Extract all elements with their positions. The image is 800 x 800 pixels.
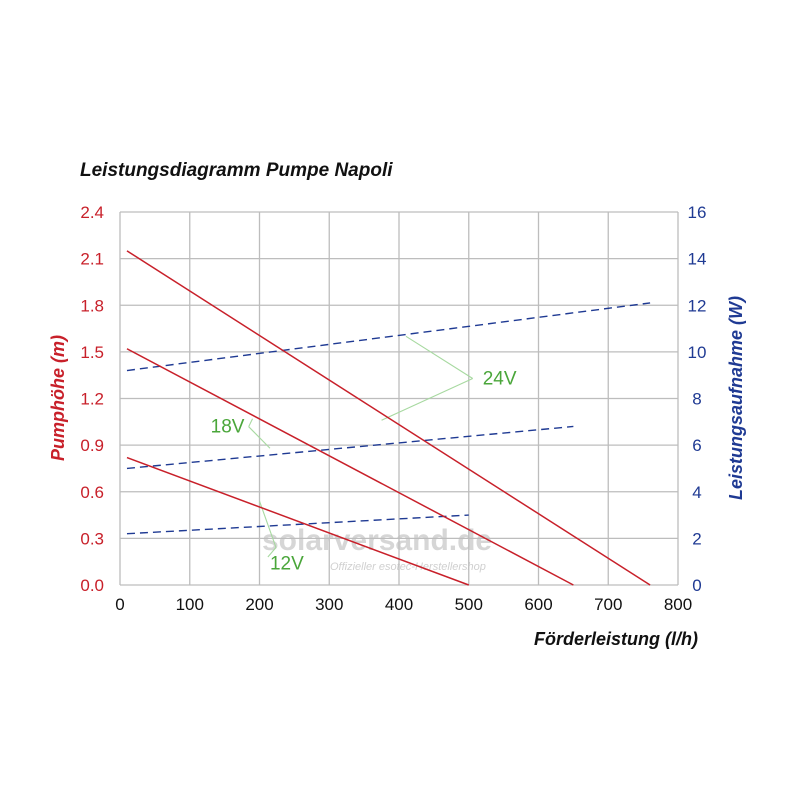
annotation-labels: 24V 18V 12V	[211, 369, 517, 575]
head-series-group	[126, 250, 651, 586]
y-left-tick-label: 0.0	[80, 576, 104, 595]
y-left-tick-label: 1.2	[80, 390, 104, 409]
x-tick-label: 300	[315, 595, 343, 614]
power-line-12v	[126, 514, 469, 535]
annotation-leader-18v	[248, 426, 271, 449]
x-tick-label: 500	[455, 595, 483, 614]
annotation-label-18v: 18V	[211, 417, 245, 438]
y-left-tick-label: 1.8	[80, 296, 104, 315]
x-tick-label: 200	[245, 595, 273, 614]
annotation-label-24v: 24V	[483, 369, 517, 390]
y-right-tick-label: 10	[688, 343, 707, 362]
y-right-tick-label: 0	[692, 576, 701, 595]
x-tick-label: 700	[594, 595, 622, 614]
grid	[119, 211, 679, 586]
watermark-brand: solarversand.de	[262, 524, 492, 557]
x-axis-ticks: 0 100 200 300 400 500 600 700 800	[115, 595, 692, 614]
y-right-tick-label: 4	[692, 483, 701, 502]
power-line-18v	[126, 425, 574, 470]
annotation-leader-12v	[258, 500, 277, 548]
annotation-leader-12v	[267, 547, 277, 558]
y-left-tick-label: 0.9	[80, 436, 104, 455]
y-left-axis-label: Pumphöhe (m)	[48, 335, 68, 461]
y-right-tick-label: 8	[692, 390, 701, 409]
y-left-tick-label: 2.1	[80, 250, 104, 269]
chart-title: Leistungsdiagramm Pumpe Napoli	[80, 160, 393, 181]
x-tick-label: 100	[176, 595, 204, 614]
watermark-tagline: Offizieller esotec-Herstellershop	[330, 561, 486, 573]
annotation-leader-24v	[405, 335, 473, 379]
annotation-label-12v: 12V	[270, 553, 304, 574]
power-series-group	[126, 302, 651, 535]
x-axis-label: Förderleistung (l/h)	[534, 629, 698, 649]
y-left-tick-label: 0.3	[80, 529, 104, 548]
y-right-tick-label: 14	[688, 250, 707, 269]
y-right-tick-label: 16	[688, 203, 707, 222]
head-line-24v	[126, 250, 651, 586]
x-tick-label: 600	[524, 595, 552, 614]
head-line-18v	[126, 348, 574, 586]
y-right-axis-label: Leistungsaufnahme (W)	[726, 296, 746, 500]
y-right-axis-ticks: 0 2 4 6 8 10 12 14 16	[688, 203, 707, 595]
x-tick-label: 0	[115, 595, 124, 614]
y-left-tick-label: 1.5	[80, 343, 104, 362]
y-right-tick-label: 2	[692, 529, 701, 548]
x-tick-label: 400	[385, 595, 413, 614]
annotation-leader-18v	[248, 418, 254, 427]
power-line-24v	[126, 302, 651, 372]
y-left-tick-label: 0.6	[80, 483, 104, 502]
head-line-12v	[126, 456, 470, 586]
annotation-leaders	[248, 335, 473, 558]
y-right-tick-label: 6	[692, 436, 701, 455]
y-left-axis-ticks: 0.0 0.3 0.6 0.9 1.2 1.5 1.8 2.1 2.4	[80, 203, 104, 595]
x-tick-label: 800	[664, 595, 692, 614]
y-left-tick-label: 2.4	[80, 203, 104, 222]
annotation-leader-24v	[381, 378, 473, 421]
y-right-tick-label: 12	[688, 296, 707, 315]
